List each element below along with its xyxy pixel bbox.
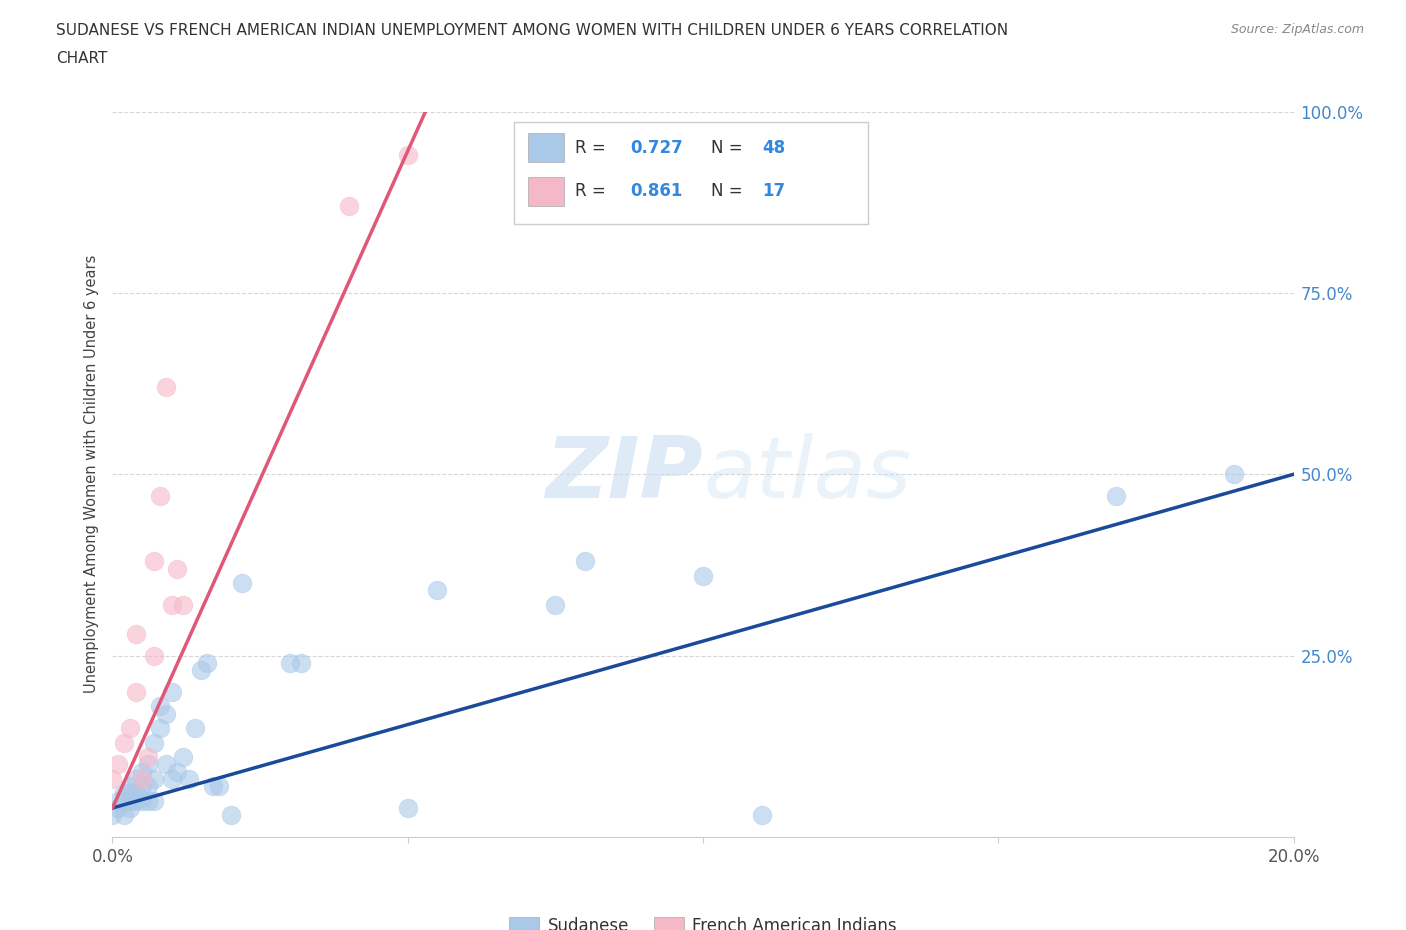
- Point: [136, 750, 159, 764]
- Point: [112, 793, 135, 808]
- Text: N =: N =: [711, 139, 748, 157]
- Text: CHART: CHART: [56, 51, 108, 66]
- Point: [219, 808, 242, 823]
- Point: [195, 656, 218, 671]
- Point: [231, 576, 253, 591]
- Text: R =: R =: [575, 139, 612, 157]
- Point: [184, 721, 207, 736]
- Text: 0.727: 0.727: [630, 139, 682, 157]
- Point: [426, 583, 449, 598]
- Text: 48: 48: [762, 139, 785, 157]
- Point: [136, 778, 159, 793]
- Point: [112, 736, 135, 751]
- Text: ZIP: ZIP: [546, 432, 703, 516]
- Text: R =: R =: [575, 182, 612, 200]
- Point: [155, 706, 177, 721]
- Point: [172, 750, 194, 764]
- Point: [120, 778, 142, 793]
- Text: 0.861: 0.861: [630, 182, 682, 200]
- Point: [160, 684, 183, 699]
- Point: [125, 786, 148, 801]
- Point: [131, 772, 153, 787]
- Point: [120, 793, 142, 808]
- Point: [107, 793, 129, 808]
- Point: [120, 786, 142, 801]
- Point: [125, 772, 148, 787]
- Point: [692, 568, 714, 583]
- Point: [190, 663, 212, 678]
- Point: [125, 684, 148, 699]
- Point: [112, 786, 135, 801]
- Point: [278, 656, 301, 671]
- Point: [107, 757, 129, 772]
- Point: [337, 198, 360, 213]
- Point: [149, 488, 172, 503]
- Point: [136, 793, 159, 808]
- Point: [136, 757, 159, 772]
- Point: [142, 736, 165, 751]
- Point: [101, 808, 124, 823]
- Point: [396, 801, 419, 816]
- Point: [131, 778, 153, 793]
- Legend: Sudanese, French American Indians: Sudanese, French American Indians: [502, 910, 904, 930]
- Point: [120, 721, 142, 736]
- Point: [574, 554, 596, 569]
- Point: [172, 597, 194, 612]
- FancyBboxPatch shape: [515, 123, 869, 224]
- Point: [166, 764, 188, 779]
- Y-axis label: Unemployment Among Women with Children Under 6 years: Unemployment Among Women with Children U…: [84, 255, 100, 694]
- Text: Source: ZipAtlas.com: Source: ZipAtlas.com: [1230, 23, 1364, 36]
- Point: [166, 561, 188, 576]
- Text: atlas: atlas: [703, 432, 911, 516]
- Point: [160, 772, 183, 787]
- Point: [149, 699, 172, 714]
- Point: [120, 801, 142, 816]
- Point: [201, 778, 224, 793]
- Point: [125, 793, 148, 808]
- FancyBboxPatch shape: [529, 133, 564, 163]
- Point: [149, 721, 172, 736]
- FancyBboxPatch shape: [529, 177, 564, 206]
- Point: [125, 627, 148, 642]
- Point: [142, 793, 165, 808]
- Point: [396, 148, 419, 163]
- Point: [131, 793, 153, 808]
- Point: [142, 772, 165, 787]
- Point: [1223, 467, 1246, 482]
- Point: [112, 808, 135, 823]
- Point: [179, 772, 201, 787]
- Point: [142, 554, 165, 569]
- Point: [751, 808, 773, 823]
- Point: [155, 379, 177, 394]
- Text: N =: N =: [711, 182, 748, 200]
- Point: [544, 597, 567, 612]
- Point: [131, 764, 153, 779]
- Point: [107, 801, 129, 816]
- Point: [142, 648, 165, 663]
- Text: SUDANESE VS FRENCH AMERICAN INDIAN UNEMPLOYMENT AMONG WOMEN WITH CHILDREN UNDER : SUDANESE VS FRENCH AMERICAN INDIAN UNEMP…: [56, 23, 1008, 38]
- Point: [1105, 488, 1128, 503]
- Point: [208, 778, 231, 793]
- Point: [101, 772, 124, 787]
- Point: [155, 757, 177, 772]
- Point: [160, 597, 183, 612]
- Point: [290, 656, 312, 671]
- Text: 17: 17: [762, 182, 785, 200]
